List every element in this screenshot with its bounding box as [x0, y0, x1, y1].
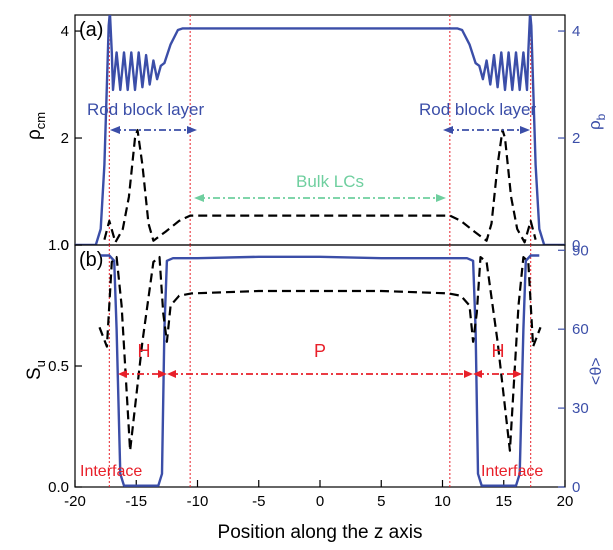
- panel-a-right-axis-label: ρb: [585, 113, 608, 130]
- x-tick-label: 0: [316, 493, 324, 510]
- panel-b-left-ticks: 0.0 0.5 1.0: [48, 237, 82, 496]
- y-tick-label: 2: [61, 130, 69, 147]
- x-tick-label: -10: [187, 493, 209, 510]
- solid-series-line: [100, 254, 540, 487]
- y2-tick-label: 90: [572, 242, 589, 259]
- panel-a-left-axis-label: ρcm: [24, 112, 48, 140]
- panel-b-right-axis-label: <θ>: [588, 357, 605, 385]
- region-h-right-label: H: [492, 341, 505, 361]
- y2-tick-label: 0: [572, 237, 580, 254]
- panel-b-interface-lines: [108, 245, 532, 487]
- y2-tick-label: 0: [572, 479, 580, 496]
- y-tick-label: 0: [61, 237, 69, 254]
- panel-b: (b) 0.0 0.5 1.0 0 30 60 90 -20 -15 -10 -5 0 5 10 15 2…: [24, 237, 605, 543]
- y2-tick-label: 2: [572, 130, 580, 147]
- panel-a-label: (a): [79, 19, 103, 41]
- panel-b-frame: [74, 244, 566, 488]
- bulk-arrow: [194, 194, 446, 202]
- x-tick-label: 5: [377, 493, 385, 510]
- dashed-series-line: [103, 128, 537, 244]
- panel-b-label: (b): [79, 249, 103, 271]
- y2-tick-label: 60: [572, 321, 589, 338]
- solid-series-line: [75, 15, 565, 245]
- y-tick-label: 1.0: [48, 237, 69, 254]
- rod-block-right-arrow: [443, 126, 530, 134]
- y2-tick-label: 30: [572, 400, 589, 417]
- y-tick-label: 0.5: [48, 358, 69, 375]
- panel-b-x-ticks: -20 -15 -10 -5 0 5 10 15 20: [64, 480, 573, 510]
- x-tick-label: 15: [495, 493, 512, 510]
- panel-a: (a) 0 2 4 0 2 4 Rod block layer Rod block la…: [24, 14, 608, 254]
- x-tick-label: -15: [125, 493, 147, 510]
- rod-block-right-label: Rod block layer: [419, 100, 537, 119]
- bulk-label: Bulk LCs: [296, 172, 364, 191]
- region-p-label: P: [314, 341, 326, 361]
- region-p-arrow: [167, 370, 473, 378]
- panel-b-left-axis-label: Su: [24, 360, 48, 380]
- interface-right-label: Interface: [481, 463, 543, 480]
- y2-tick-label: 4: [572, 23, 580, 40]
- x-tick-label: -5: [252, 493, 265, 510]
- region-h-left-arrow: [118, 370, 167, 378]
- dashed-series-line: [98, 256, 542, 452]
- x-tick-label: -20: [64, 493, 86, 510]
- panel-b-series: [98, 254, 542, 487]
- y-tick-label: 0.0: [48, 479, 69, 496]
- x-axis-label: Position along the z axis: [218, 522, 423, 543]
- panel-b-right-ticks: 0 30 60 90: [558, 242, 589, 496]
- panel-a-left-ticks: 0 2 4: [61, 23, 82, 254]
- region-h-right-arrow: [473, 370, 522, 378]
- panel-a-right-ticks: 0 2 4: [558, 23, 580, 254]
- panel-a-series: [75, 15, 565, 245]
- x-tick-label: 10: [434, 493, 451, 510]
- region-h-left-label: H: [138, 341, 151, 361]
- rod-block-left-arrow: [110, 126, 197, 134]
- rod-block-left-label: Rod block layer: [87, 100, 205, 119]
- interface-left-label: Interface: [80, 463, 142, 480]
- y-tick-label: 4: [61, 23, 69, 40]
- x-tick-label: 20: [557, 493, 574, 510]
